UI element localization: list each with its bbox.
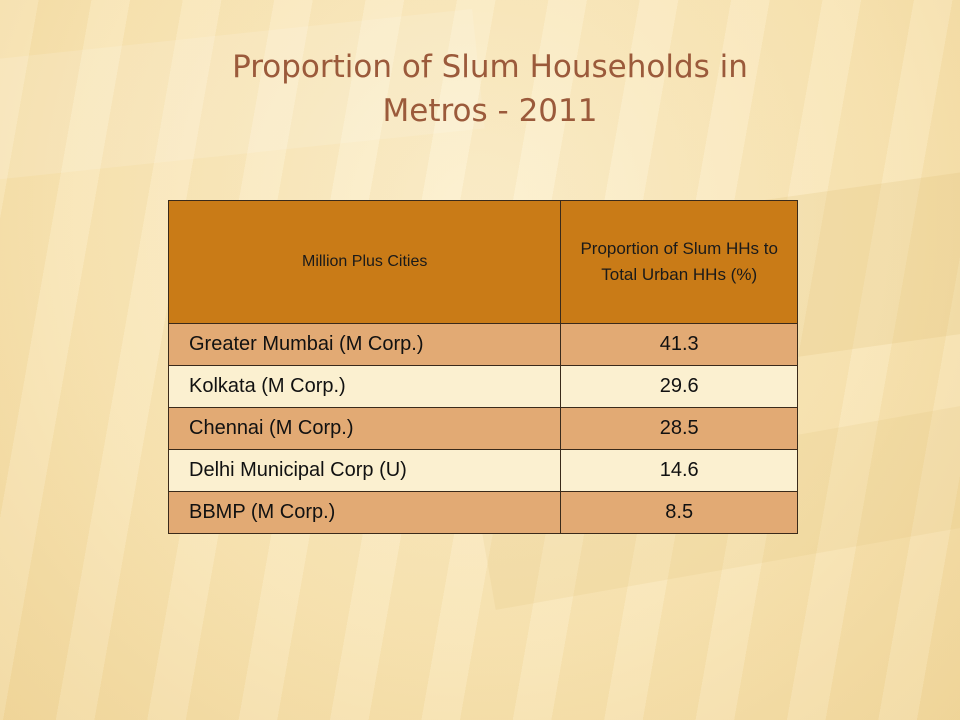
city-cell: Kolkata (M Corp.)	[167, 365, 562, 408]
city-cell: Greater Mumbai (M Corp.)	[167, 323, 562, 366]
column-header-proportion: Proportion of Slum HHs to Total Urban HH…	[560, 200, 798, 324]
table-header-row: Million Plus Cities Proportion of Slum H…	[167, 200, 798, 324]
table-row: Greater Mumbai (M Corp.) 41.3	[167, 323, 798, 366]
value-cell: 41.3	[560, 323, 798, 366]
column-header-cities: Million Plus Cities	[167, 200, 562, 324]
data-table: Million Plus Cities Proportion of Slum H…	[167, 200, 798, 534]
table-row: Chennai (M Corp.) 28.5	[167, 407, 798, 450]
table-row: Kolkata (M Corp.) 29.6	[167, 365, 798, 408]
value-cell: 29.6	[560, 365, 798, 408]
city-cell: BBMP (M Corp.)	[167, 491, 562, 534]
value-cell: 14.6	[560, 449, 798, 492]
city-cell: Chennai (M Corp.)	[167, 407, 562, 450]
slide-title: Proportion of Slum Households in Metros …	[232, 49, 748, 129]
table-row: BBMP (M Corp.) 8.5	[167, 491, 798, 534]
city-cell: Delhi Municipal Corp (U)	[167, 449, 562, 492]
table-row: Delhi Municipal Corp (U) 14.6	[167, 449, 798, 492]
value-cell: 8.5	[560, 491, 798, 534]
value-cell: 28.5	[560, 407, 798, 450]
